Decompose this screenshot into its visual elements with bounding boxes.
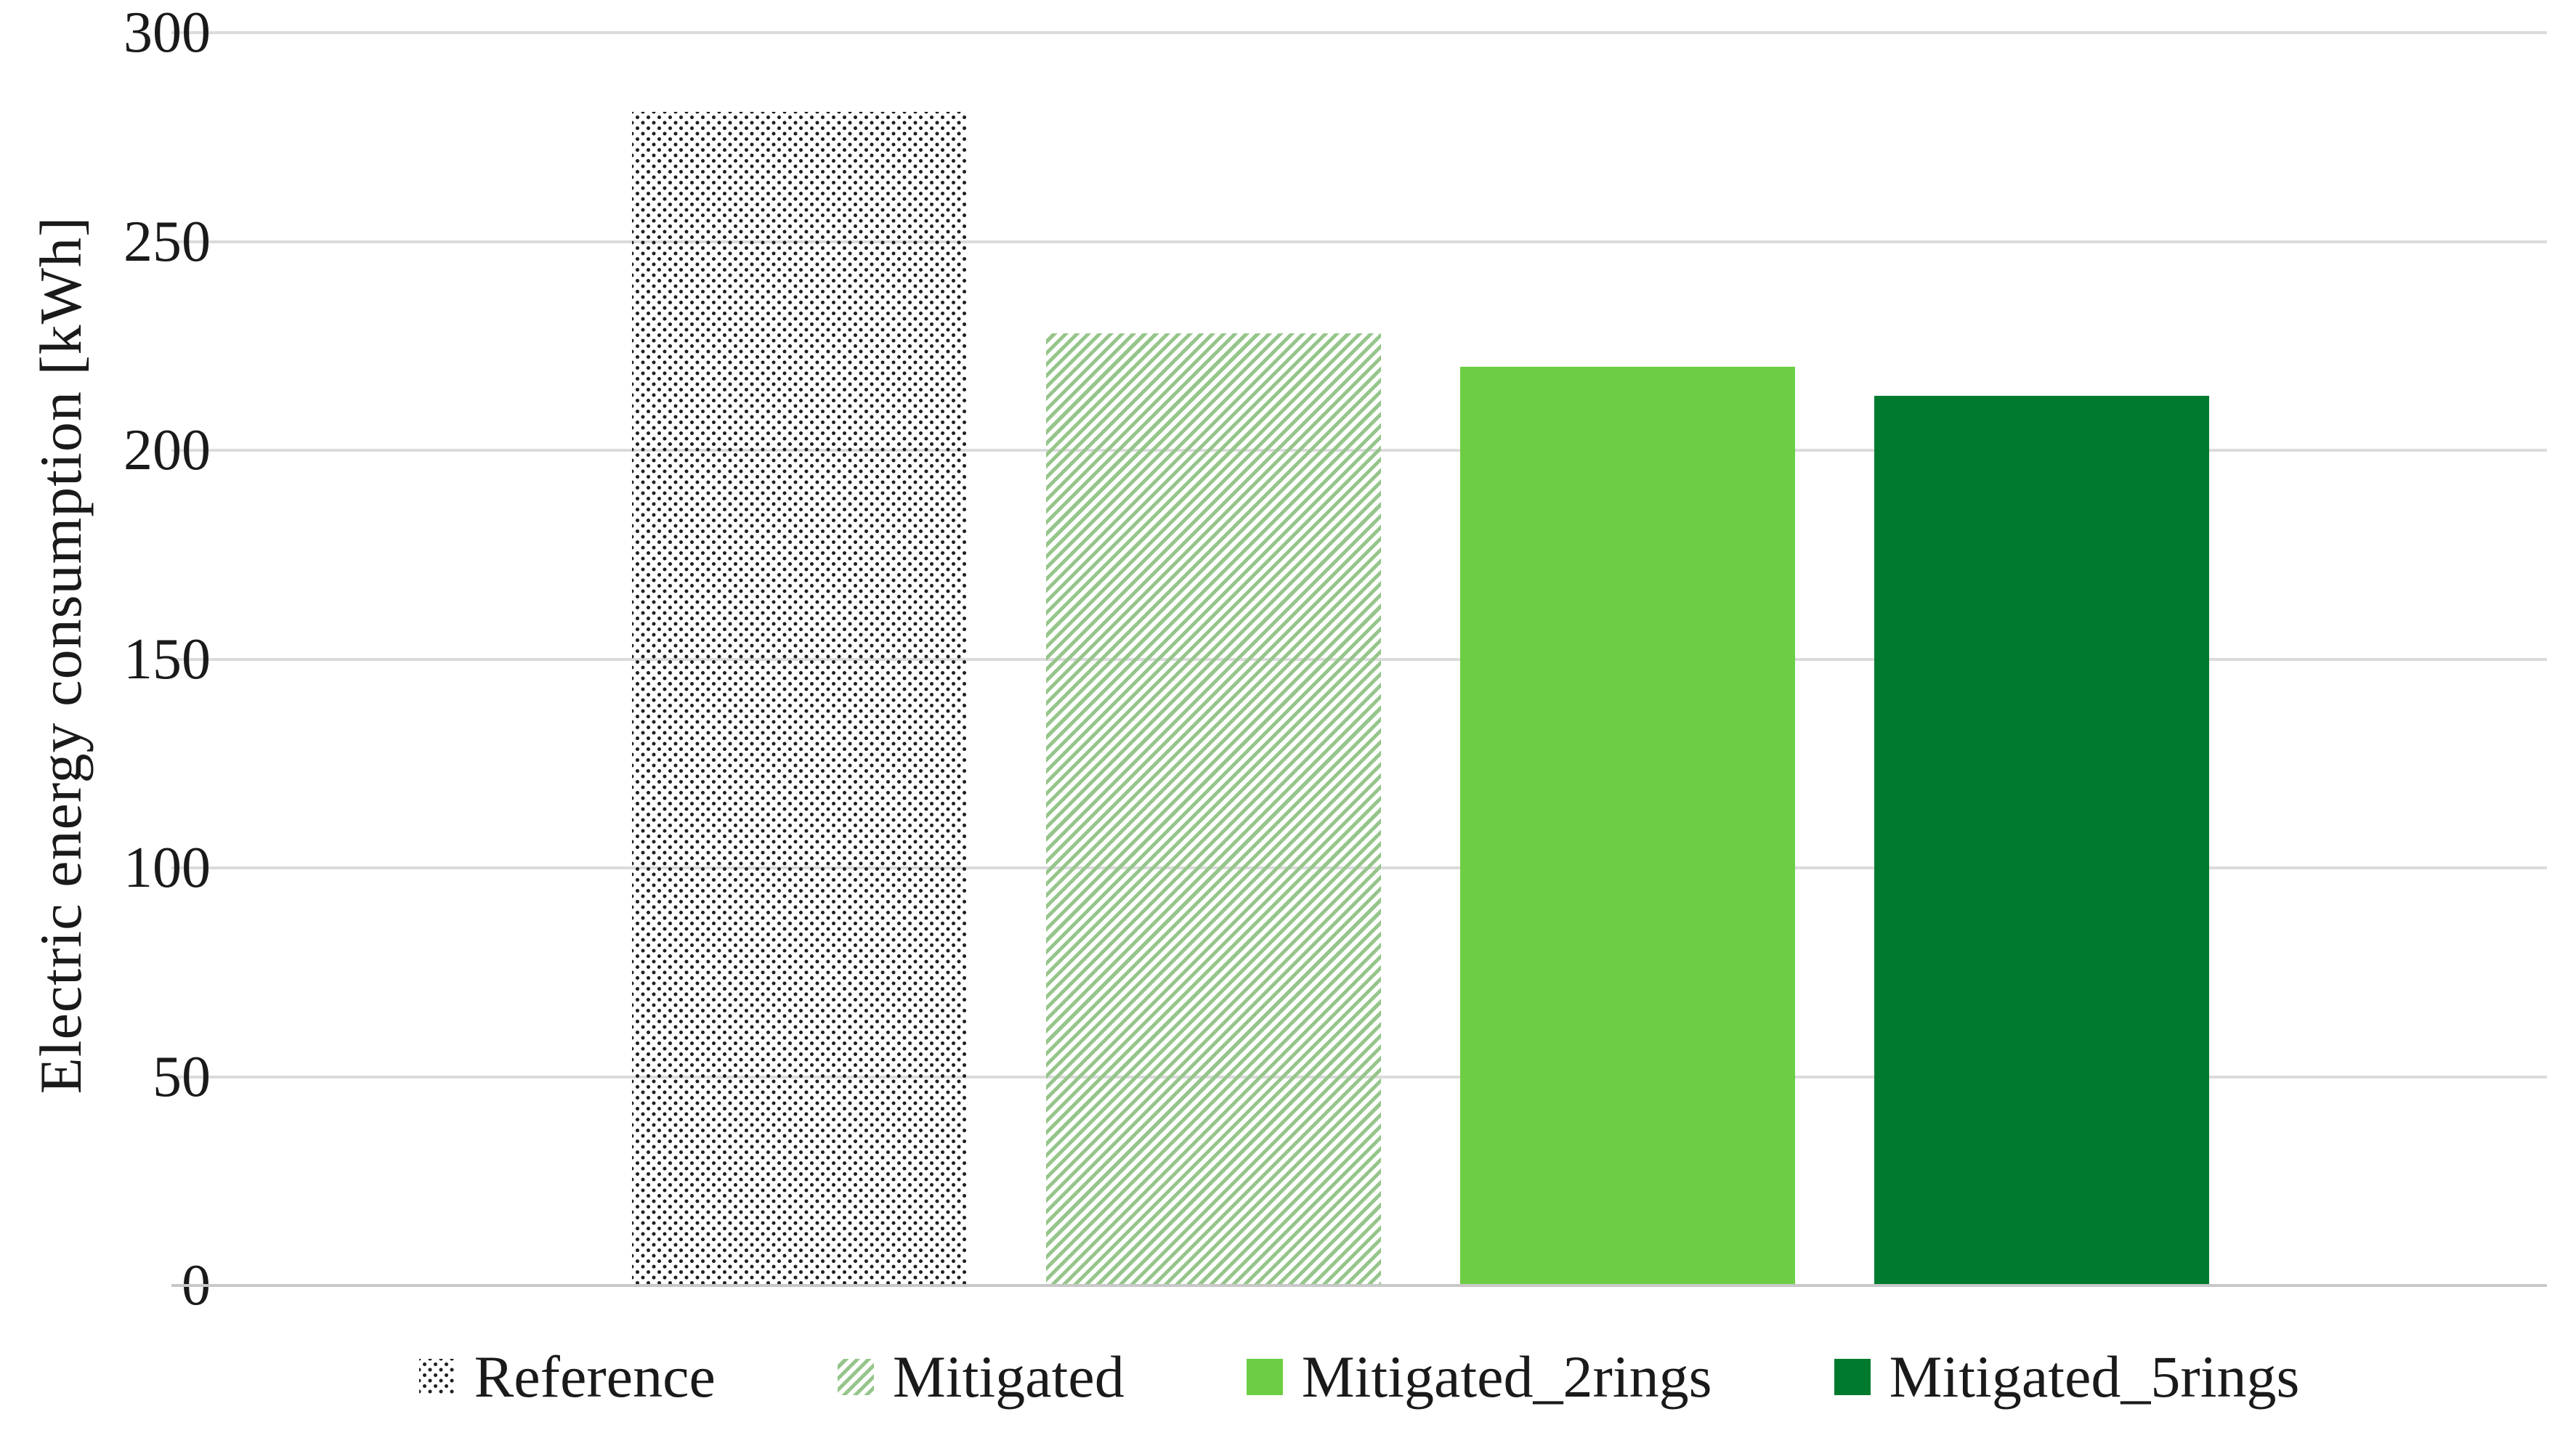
legend-item-label: Reference — [474, 1344, 716, 1410]
y-tick-label-150: 150 — [123, 627, 211, 691]
y-tick-label-250: 250 — [123, 209, 211, 274]
y-tick-label-200: 200 — [123, 418, 211, 482]
legend-item-label: Mitigated_5rings — [1889, 1344, 2300, 1410]
y-tick-label-100: 100 — [123, 836, 211, 900]
y-tick-label-50: 50 — [153, 1044, 211, 1109]
x-axis-line — [171, 1284, 2547, 1287]
legend-item-mitigated_5rings: Mitigated_5rings — [1834, 1341, 2300, 1413]
legend-swatch-dots-icon — [418, 1359, 455, 1395]
bar-mitigated_2rings — [1459, 367, 1795, 1285]
bar-reference — [631, 112, 967, 1285]
legend-item-label: Mitigated_2rings — [1301, 1344, 1712, 1410]
legend: Reference Mitigated Mitigated_2rings Mitiga… — [171, 1335, 2547, 1419]
gridline-250 — [171, 240, 2547, 243]
legend-swatch-diagonal-stripes-icon — [837, 1359, 874, 1395]
bar-mitigated_5rings — [1874, 396, 2209, 1285]
y-tick-label-300: 300 — [123, 1, 211, 65]
bar-mitigated — [1045, 333, 1381, 1285]
legend-item-mitigated_2rings: Mitigated_2rings — [1246, 1341, 1712, 1413]
legend-item-reference: Reference — [418, 1341, 716, 1413]
legend-swatch-solid-icon — [1834, 1359, 1871, 1395]
legend-item-label: Mitigated — [892, 1344, 1125, 1410]
gridline-300 — [171, 31, 2547, 34]
legend-swatch-solid-icon — [1246, 1359, 1283, 1395]
legend-item-mitigated: Mitigated — [837, 1341, 1125, 1413]
